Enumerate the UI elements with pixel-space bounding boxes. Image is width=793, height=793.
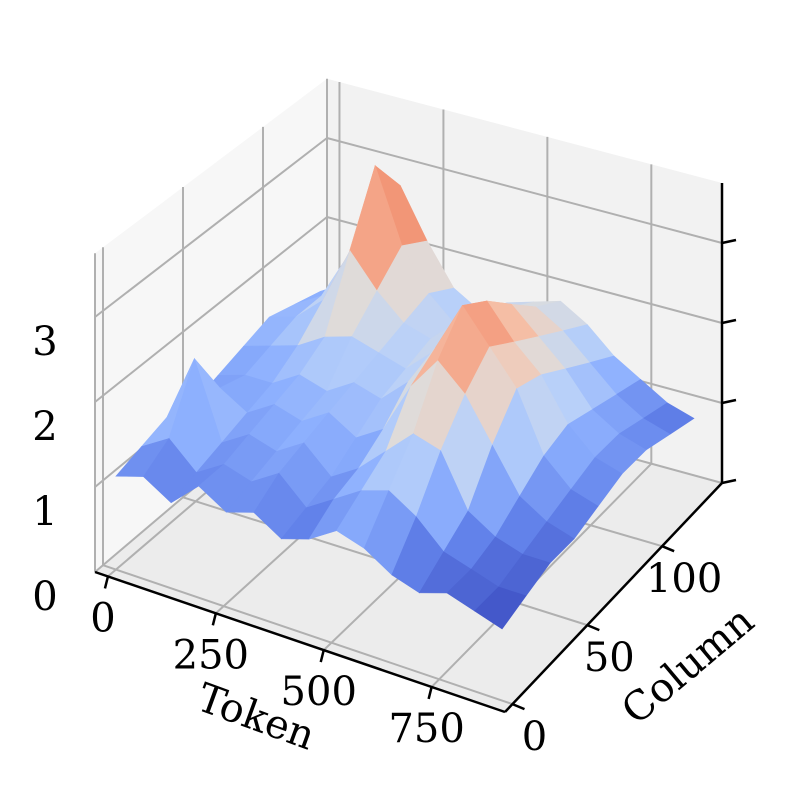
x-tick [103, 576, 110, 589]
surface-cell [474, 586, 527, 630]
z-tick-label: 2 [32, 404, 57, 450]
grid-line [430, 462, 653, 688]
z-tick [721, 398, 737, 405]
y-axis-line [504, 482, 723, 713]
surface [115, 164, 695, 630]
z-tick [721, 478, 737, 485]
x-axis-line [94, 570, 506, 714]
x-tick-label: 500 [281, 669, 357, 715]
x-tick [427, 686, 433, 700]
grid-line [326, 137, 723, 244]
x-tick-label: 0 [90, 595, 115, 641]
y-tick-label: 0 [522, 714, 547, 760]
z-tick [721, 318, 737, 325]
x-tick-label: 750 [388, 706, 464, 752]
y-tick [661, 545, 675, 553]
y-tick-label: 100 [646, 556, 722, 602]
x-tick [319, 649, 325, 663]
grid-line [94, 216, 328, 403]
z-tick-label: 0 [32, 574, 57, 620]
z-tick-label: 1 [32, 489, 57, 535]
grid-line [94, 137, 328, 318]
y-tick-label: 50 [584, 635, 635, 681]
y-tick [512, 702, 525, 711]
z-tick-label: 3 [32, 319, 57, 365]
z-tick [721, 238, 737, 245]
y-axis-label: Column [613, 598, 763, 734]
y-tick [586, 623, 600, 632]
x-tick [211, 612, 218, 626]
grid-line [102, 564, 513, 706]
x-tick-label: 250 [173, 632, 249, 678]
